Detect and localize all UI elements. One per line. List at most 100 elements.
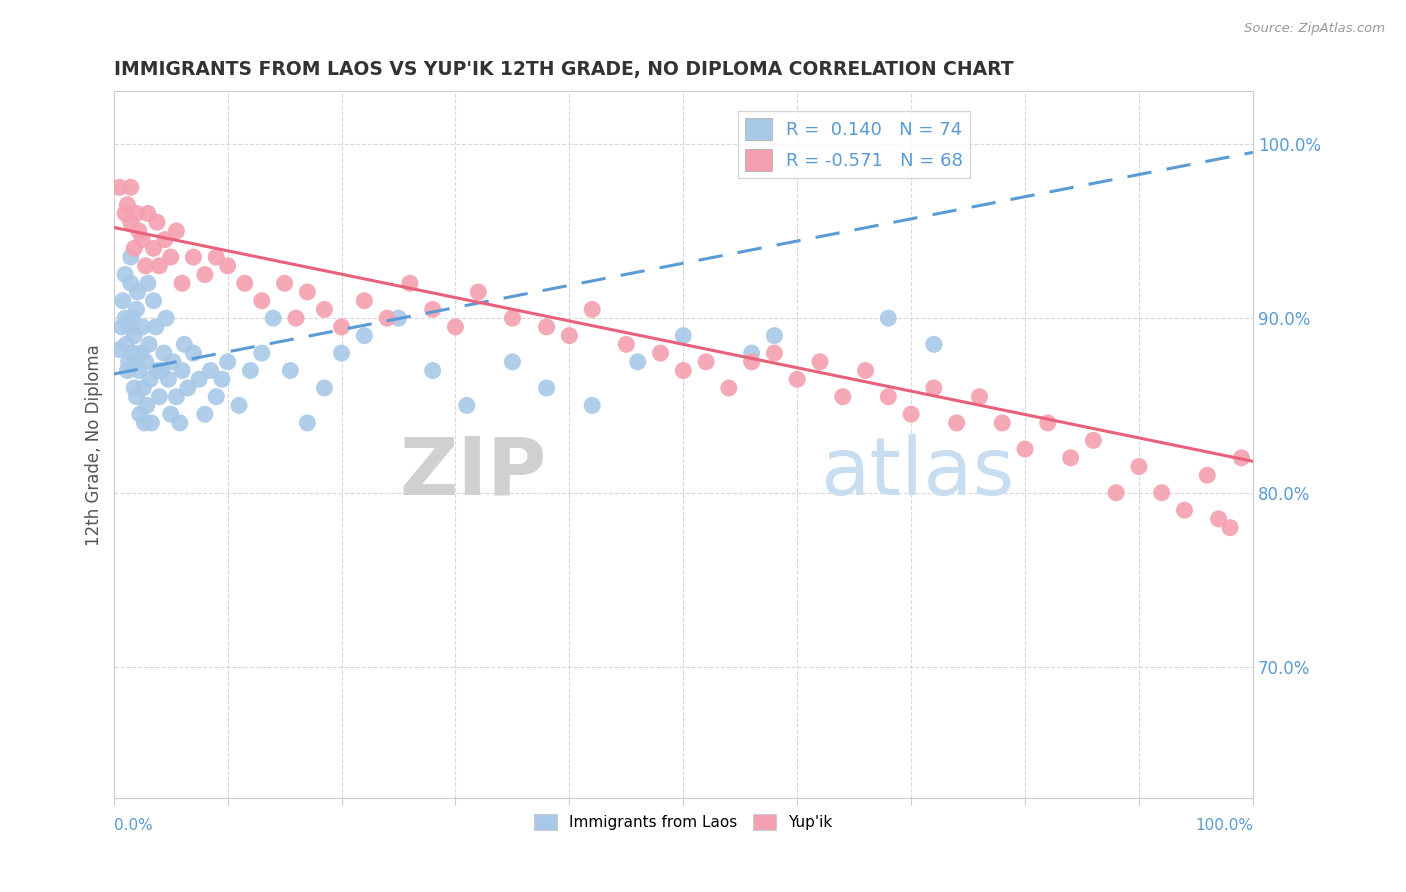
Point — [1036, 416, 1059, 430]
Point — [672, 328, 695, 343]
Point — [120, 277, 142, 291]
Point — [741, 355, 763, 369]
Point — [217, 355, 239, 369]
Point — [173, 337, 195, 351]
Point — [831, 390, 853, 404]
Point — [422, 363, 444, 377]
Text: atlas: atlas — [820, 434, 1014, 512]
Point — [128, 363, 150, 377]
Point — [122, 381, 145, 395]
Point — [991, 416, 1014, 430]
Point — [536, 319, 558, 334]
Point — [444, 319, 467, 334]
Point — [250, 293, 273, 308]
Point — [581, 399, 603, 413]
Point — [278, 363, 301, 377]
Point — [114, 268, 136, 282]
Point — [1059, 450, 1081, 465]
Point — [124, 355, 146, 369]
Point — [122, 346, 145, 360]
Point — [131, 319, 153, 334]
Point — [165, 390, 187, 404]
Point — [148, 390, 170, 404]
Point — [111, 319, 134, 334]
Point — [120, 250, 142, 264]
Point — [145, 319, 167, 334]
Point — [136, 206, 159, 220]
Point — [200, 363, 222, 377]
Point — [922, 337, 945, 351]
Point — [1128, 459, 1150, 474]
Point — [877, 311, 900, 326]
Y-axis label: 12th Grade, No Diploma: 12th Grade, No Diploma — [86, 343, 103, 546]
Point — [763, 346, 786, 360]
Point — [121, 311, 143, 326]
Point — [297, 416, 319, 430]
Point — [135, 399, 157, 413]
Point — [117, 198, 139, 212]
Point — [135, 259, 157, 273]
Point — [114, 311, 136, 326]
Point — [1083, 434, 1105, 448]
Point — [162, 355, 184, 369]
Point — [117, 355, 139, 369]
Point — [501, 355, 523, 369]
Point — [877, 390, 900, 404]
Point — [125, 390, 148, 404]
Point — [122, 241, 145, 255]
Point — [141, 416, 163, 430]
Point — [627, 355, 650, 369]
Point — [170, 363, 193, 377]
Point — [399, 277, 422, 291]
Point — [1014, 442, 1036, 456]
Point — [188, 372, 211, 386]
Point — [165, 224, 187, 238]
Point — [695, 355, 717, 369]
Point — [120, 215, 142, 229]
Point — [1173, 503, 1195, 517]
Point — [314, 302, 336, 317]
Point — [239, 363, 262, 377]
Point — [217, 259, 239, 273]
Point — [150, 363, 173, 377]
Point — [763, 328, 786, 343]
Point — [456, 399, 478, 413]
Point — [159, 407, 181, 421]
Point — [501, 311, 523, 326]
Point — [194, 268, 217, 282]
Point — [581, 302, 603, 317]
Point — [146, 215, 169, 229]
Point — [122, 328, 145, 343]
Point — [117, 363, 139, 377]
Point — [297, 285, 319, 299]
Point — [233, 277, 256, 291]
Point — [135, 355, 157, 369]
Point — [194, 407, 217, 421]
Point — [672, 363, 695, 377]
Point — [205, 250, 228, 264]
Point — [558, 328, 581, 343]
Point — [387, 311, 409, 326]
Point — [142, 241, 165, 255]
Point — [808, 355, 831, 369]
Point — [153, 346, 176, 360]
Text: ZIP: ZIP — [399, 434, 547, 512]
Point — [134, 416, 156, 430]
Point — [183, 346, 205, 360]
Point — [422, 302, 444, 317]
Point — [1230, 450, 1253, 465]
Point — [115, 337, 138, 351]
Point — [1105, 485, 1128, 500]
Point — [467, 285, 489, 299]
Point — [108, 343, 131, 357]
Point — [177, 381, 200, 395]
Point — [125, 302, 148, 317]
Point — [285, 311, 308, 326]
Point — [353, 328, 375, 343]
Point — [1208, 512, 1230, 526]
Point — [125, 206, 148, 220]
Point — [314, 381, 336, 395]
Point — [330, 346, 353, 360]
Point — [262, 311, 284, 326]
Point — [855, 363, 877, 377]
